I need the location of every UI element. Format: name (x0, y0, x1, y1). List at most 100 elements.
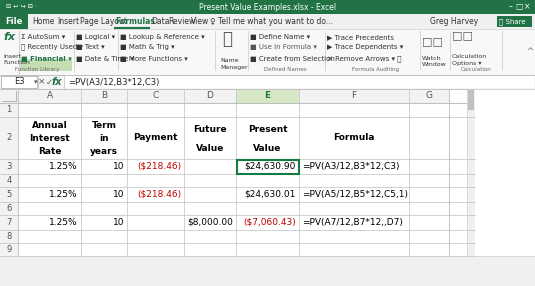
Text: Rate: Rate (38, 147, 61, 156)
Bar (0, 75, 535, 89)
Text: =PV(A5/12,B5*12,C5,1): =PV(A5/12,B5*12,C5,1) (302, 190, 408, 199)
Bar (18, 243, 449, 256)
Bar (0, 117, 18, 159)
Bar (18, 202, 449, 215)
Text: ^: ^ (526, 47, 533, 57)
Text: B: B (101, 92, 107, 100)
Bar (0, 14, 535, 29)
Text: Page Layout: Page Layout (80, 17, 127, 26)
Bar (18, 159, 449, 174)
Bar (299, 89, 409, 103)
Text: □: □ (515, 3, 523, 11)
Text: ✕ Remove Arrows ▾ ⓐ: ✕ Remove Arrows ▾ ⓐ (327, 56, 401, 62)
Bar (0, 159, 18, 174)
Text: ⊟ ↩ ↪ ⊟ ·: ⊟ ↩ ↪ ⊟ · (6, 5, 37, 9)
Bar (18, 174, 449, 187)
Text: Function: Function (3, 61, 30, 65)
Text: Calculation: Calculation (461, 67, 491, 72)
Bar (127, 89, 184, 103)
Text: Value: Value (253, 144, 282, 152)
Text: Name: Name (220, 59, 239, 63)
Text: Options ▾: Options ▾ (452, 61, 482, 65)
Text: 4: 4 (6, 176, 12, 185)
Bar (0, 0, 535, 14)
Text: ($7,060.43): ($7,060.43) (243, 218, 296, 227)
Bar (236, 160, 299, 174)
Bar (0, 215, 18, 230)
Text: 10: 10 (112, 190, 124, 199)
Text: $24,630.01: $24,630.01 (244, 190, 296, 199)
Text: 3: 3 (6, 162, 12, 171)
Text: Defined Names: Defined Names (264, 67, 307, 72)
Bar (0, 243, 18, 256)
Text: =PV(A7/12,B7*12,,D7): =PV(A7/12,B7*12,,D7) (302, 218, 403, 227)
Bar (236, 89, 299, 103)
Text: –: – (509, 3, 513, 11)
Text: ■ Financial ▾: ■ Financial ▾ (21, 56, 72, 62)
Bar (468, 90, 474, 110)
Text: Present Value Examples.xlsx - Excel: Present Value Examples.xlsx - Excel (199, 3, 336, 11)
Bar (184, 89, 236, 103)
Text: 1.25%: 1.25% (49, 190, 78, 199)
Bar (0, 202, 18, 215)
Text: E: E (264, 92, 271, 100)
Text: $24,630.90: $24,630.90 (244, 162, 296, 171)
Text: Insert: Insert (3, 55, 21, 59)
Text: G: G (425, 92, 432, 100)
Text: ■ Math & Trig ▾: ■ Math & Trig ▾ (120, 44, 174, 50)
Text: 1.25%: 1.25% (49, 162, 78, 171)
Text: □□: □□ (422, 36, 443, 46)
Text: View: View (191, 17, 209, 26)
Text: D: D (207, 92, 213, 100)
Bar (0, 256, 535, 286)
Text: 1.25%: 1.25% (49, 218, 78, 227)
Text: ▾: ▾ (34, 79, 37, 85)
Text: ⧗ Recently Used ▾: ⧗ Recently Used ▾ (21, 44, 83, 50)
Bar (497, 16, 532, 27)
Text: ■ Use in Formula ▾: ■ Use in Formula ▾ (250, 44, 317, 50)
Bar (1, 76, 37, 88)
Text: ×: × (38, 78, 46, 86)
Bar (0, 230, 18, 243)
Text: ($218.46): ($218.46) (137, 190, 181, 199)
Text: ✓: ✓ (45, 78, 52, 86)
Bar (81, 89, 127, 103)
Text: in: in (99, 134, 109, 143)
Text: ■ Define Name ▾: ■ Define Name ▾ (250, 34, 310, 40)
Text: ■ More Functions ▾: ■ More Functions ▾ (120, 56, 188, 62)
Text: Future: Future (193, 125, 227, 134)
Text: years: years (90, 147, 118, 156)
Text: 10: 10 (112, 218, 124, 227)
Bar (0, 187, 18, 202)
Text: 📋: 📋 (222, 30, 232, 48)
Text: $8,000.00: $8,000.00 (187, 218, 233, 227)
Bar (18, 117, 449, 159)
Text: fx: fx (52, 77, 62, 87)
Text: Review: Review (168, 17, 195, 26)
Text: Formulas: Formulas (115, 17, 155, 26)
Text: Window: Window (422, 63, 447, 67)
Text: Watch: Watch (422, 57, 441, 61)
Text: ▶ Trace Dependents ▾: ▶ Trace Dependents ▾ (327, 44, 403, 50)
Bar (467, 89, 475, 256)
Text: Interest: Interest (29, 134, 70, 143)
Text: Function Library: Function Library (15, 67, 59, 72)
Text: Annual: Annual (32, 122, 67, 130)
Text: Formula: Formula (333, 134, 374, 142)
Bar (18, 89, 81, 103)
Text: 6: 6 (6, 204, 12, 213)
Text: 2: 2 (6, 134, 12, 142)
Text: ×: × (524, 3, 530, 11)
Bar (0, 89, 467, 256)
Text: Calculation: Calculation (452, 55, 487, 59)
Bar (18, 103, 449, 117)
Text: ■ Text ▾: ■ Text ▾ (76, 44, 105, 50)
Text: 8: 8 (6, 232, 12, 241)
Bar (0, 103, 18, 117)
Bar (18, 187, 449, 202)
Text: ♀ Tell me what you want to do...: ♀ Tell me what you want to do... (210, 17, 333, 26)
Bar (18, 215, 449, 230)
Text: Data: Data (151, 17, 170, 26)
Bar (0, 14, 28, 29)
Text: F: F (351, 92, 356, 100)
